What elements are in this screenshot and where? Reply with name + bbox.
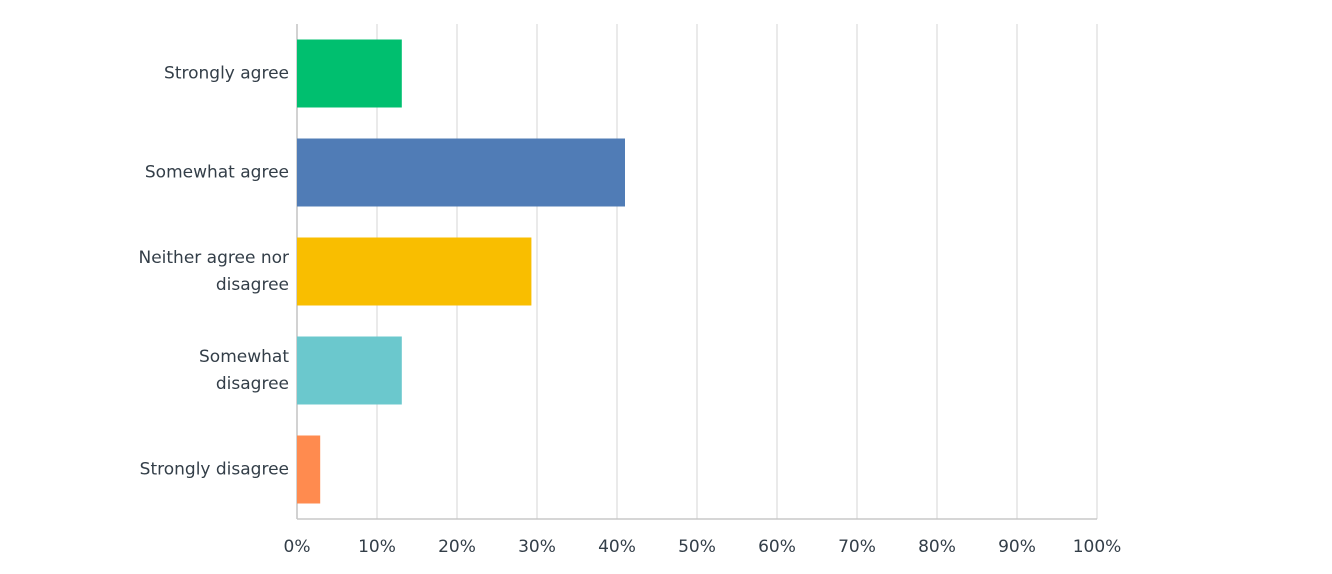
x-tick-label: 80% xyxy=(918,537,956,557)
x-tick-label: 20% xyxy=(438,537,476,557)
x-tick-label: 50% xyxy=(678,537,716,557)
y-tick-label: Neither agree nor disagree xyxy=(138,247,289,295)
bar xyxy=(297,237,532,306)
y-tick-label: Strongly agree xyxy=(164,63,289,83)
bar xyxy=(297,435,321,504)
x-tick-label: 10% xyxy=(358,537,396,557)
bar xyxy=(297,336,402,405)
y-tick-label: Somewhat agree xyxy=(144,162,289,182)
x-tick-label: 60% xyxy=(758,537,796,557)
bar xyxy=(297,138,625,207)
y-tick-label: Strongly disagree xyxy=(139,459,289,479)
x-tick-label: 90% xyxy=(998,537,1036,557)
y-tick-label: Somewhat disagree xyxy=(199,346,289,394)
x-tick-label: 70% xyxy=(838,537,876,557)
bar xyxy=(297,39,402,108)
x-tick-label: 100% xyxy=(1073,537,1122,557)
x-tick-label: 40% xyxy=(598,537,636,557)
x-tick-label: 0% xyxy=(284,537,311,557)
x-tick-label: 30% xyxy=(518,537,556,557)
